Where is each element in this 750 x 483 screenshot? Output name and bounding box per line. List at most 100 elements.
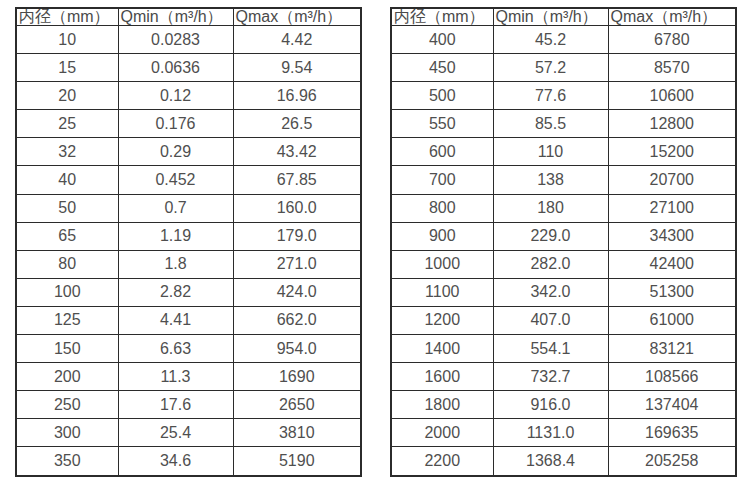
cell-qmax: 662.0: [233, 306, 361, 334]
table-row: 30025.43810: [16, 419, 361, 447]
cell-qmin: 0.12: [118, 82, 233, 110]
cell-qmin: 0.7: [118, 194, 233, 222]
table-header-row: 内径（mm） Qmin（m³/h） Qmax（m³/h）: [16, 8, 361, 26]
cell-qmax: 10600: [608, 82, 736, 110]
cell-qmin: 138: [493, 166, 608, 194]
cell-qmax: 67.85: [233, 166, 361, 194]
cell-qmax: 51300: [608, 278, 736, 306]
table-row: 1800916.0137404: [391, 391, 736, 419]
table-row: 200.1216.96: [16, 82, 361, 110]
cell-qmax: 205258: [608, 447, 736, 476]
cell-inner-diameter: 125: [16, 306, 118, 334]
cell-qmax: 271.0: [233, 250, 361, 278]
cell-qmin: 0.176: [118, 110, 233, 138]
table-row: 150.06369.54: [16, 54, 361, 82]
cell-inner-diameter: 80: [16, 250, 118, 278]
cell-qmin: 0.0283: [118, 26, 233, 54]
table-row: 1200407.061000: [391, 306, 736, 334]
table-row: 1000282.042400: [391, 250, 736, 278]
page-background: 内径（mm） Qmin（m³/h） Qmax（m³/h） 100.02834.4…: [0, 0, 750, 483]
cell-inner-diameter: 10: [16, 26, 118, 54]
cell-qmin: 0.0636: [118, 54, 233, 82]
table-row: 100.02834.42: [16, 26, 361, 54]
table-row: 900229.034300: [391, 222, 736, 250]
table-row: 35034.65190: [16, 447, 361, 476]
flow-range-table-small-diameters: 内径（mm） Qmin（m³/h） Qmax（m³/h） 100.02834.4…: [15, 7, 362, 477]
cell-inner-diameter: 20: [16, 82, 118, 110]
cell-qmin: 732.7: [493, 363, 608, 391]
cell-inner-diameter: 200: [16, 363, 118, 391]
cell-qmin: 1.19: [118, 222, 233, 250]
cell-qmax: 179.0: [233, 222, 361, 250]
cell-inner-diameter: 1600: [391, 363, 493, 391]
cell-qmin: 34.6: [118, 447, 233, 476]
cell-qmin: 17.6: [118, 391, 233, 419]
cell-qmin: 554.1: [493, 335, 608, 363]
cell-qmax: 12800: [608, 110, 736, 138]
cell-qmin: 1.8: [118, 250, 233, 278]
table-row: 1400554.183121: [391, 335, 736, 363]
cell-inner-diameter: 800: [391, 194, 493, 222]
table-row: 320.2943.42: [16, 138, 361, 166]
cell-qmin: 4.41: [118, 306, 233, 334]
cell-inner-diameter: 1100: [391, 278, 493, 306]
cell-inner-diameter: 600: [391, 138, 493, 166]
cell-qmin: 25.4: [118, 419, 233, 447]
cell-qmax: 954.0: [233, 335, 361, 363]
table-row: 1100342.051300: [391, 278, 736, 306]
cell-inner-diameter: 25: [16, 110, 118, 138]
cell-qmin: 11.3: [118, 363, 233, 391]
cell-inner-diameter: 40: [16, 166, 118, 194]
cell-qmax: 20700: [608, 166, 736, 194]
cell-qmax: 8570: [608, 54, 736, 82]
table-row: 1002.82424.0: [16, 278, 361, 306]
cell-qmax: 16.96: [233, 82, 361, 110]
cell-inner-diameter: 450: [391, 54, 493, 82]
cell-qmax: 1690: [233, 363, 361, 391]
cell-qmax: 137404: [608, 391, 736, 419]
cell-qmax: 5190: [233, 447, 361, 476]
cell-inner-diameter: 50: [16, 194, 118, 222]
table-row: 20001131.0169635: [391, 419, 736, 447]
cell-qmin: 1368.4: [493, 447, 608, 476]
header-qmax: Qmax（m³/h）: [608, 8, 736, 26]
cell-inner-diameter: 1400: [391, 335, 493, 363]
cell-qmin: 342.0: [493, 278, 608, 306]
header-qmin: Qmin（m³/h）: [493, 8, 608, 26]
table-row: 801.8271.0: [16, 250, 361, 278]
cell-inner-diameter: 65: [16, 222, 118, 250]
cell-inner-diameter: 250: [16, 391, 118, 419]
cell-qmin: 229.0: [493, 222, 608, 250]
cell-qmin: 916.0: [493, 391, 608, 419]
cell-qmin: 77.6: [493, 82, 608, 110]
header-qmin: Qmin（m³/h）: [118, 8, 233, 26]
cell-inner-diameter: 1800: [391, 391, 493, 419]
cell-inner-diameter: 1200: [391, 306, 493, 334]
table-row: 22001368.4205258: [391, 447, 736, 476]
cell-qmax: 4.42: [233, 26, 361, 54]
table-row: 20011.31690: [16, 363, 361, 391]
cell-qmin: 2.82: [118, 278, 233, 306]
cell-qmax: 26.5: [233, 110, 361, 138]
cell-qmax: 83121: [608, 335, 736, 363]
header-qmax: Qmax（m³/h）: [233, 8, 361, 26]
cell-inner-diameter: 100: [16, 278, 118, 306]
table-row: 60011015200: [391, 138, 736, 166]
cell-inner-diameter: 15: [16, 54, 118, 82]
cell-qmin: 282.0: [493, 250, 608, 278]
cell-qmin: 110: [493, 138, 608, 166]
table-row: 1506.63954.0: [16, 335, 361, 363]
cell-qmax: 108566: [608, 363, 736, 391]
table-row: 55085.512800: [391, 110, 736, 138]
cell-qmin: 57.2: [493, 54, 608, 82]
cell-qmax: 3810: [233, 419, 361, 447]
table-row: 1254.41662.0: [16, 306, 361, 334]
header-inner-diameter: 内径（mm）: [391, 8, 493, 26]
cell-inner-diameter: 150: [16, 335, 118, 363]
cell-qmax: 42400: [608, 250, 736, 278]
cell-qmax: 61000: [608, 306, 736, 334]
table-row: 50077.610600: [391, 82, 736, 110]
cell-inner-diameter: 700: [391, 166, 493, 194]
cell-qmax: 27100: [608, 194, 736, 222]
cell-qmin: 1131.0: [493, 419, 608, 447]
